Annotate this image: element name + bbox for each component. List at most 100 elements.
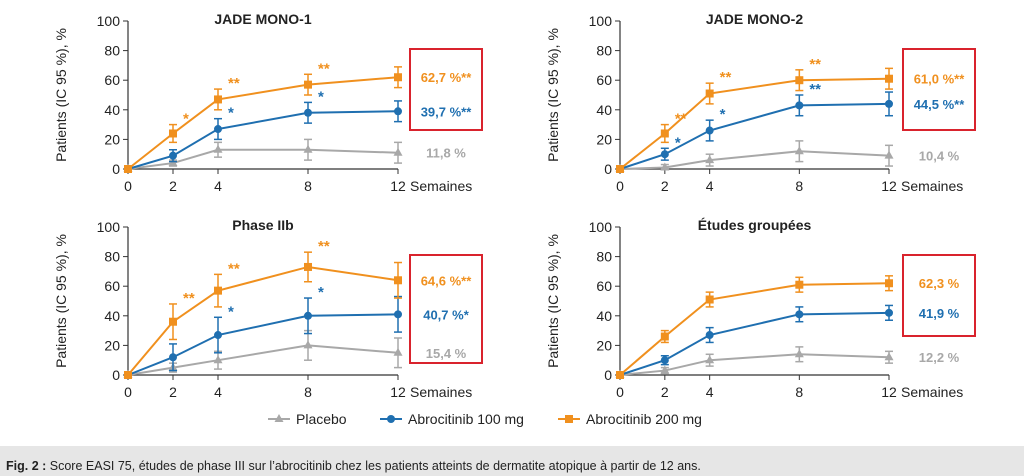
y-tick-label: 40 <box>104 308 120 324</box>
final-value-placebo: 11,8 % <box>426 146 466 161</box>
final-value-100mg: 39,7 %** <box>421 104 473 119</box>
data-point <box>303 340 313 349</box>
data-point <box>124 165 132 173</box>
data-point <box>660 129 669 138</box>
data-point <box>795 76 804 85</box>
data-point <box>393 147 403 156</box>
data-point <box>660 150 669 159</box>
data-point <box>394 310 402 319</box>
series-line <box>619 353 890 376</box>
result-highlight-box <box>902 254 976 337</box>
data-point <box>705 126 714 135</box>
data-point <box>394 73 402 82</box>
series-line <box>619 150 890 170</box>
data-point <box>795 280 804 289</box>
y-tick-label: 80 <box>104 43 120 59</box>
data-point <box>705 355 715 364</box>
y-tick-label: 80 <box>596 249 612 265</box>
legend: Placebo Abrocitinib 100 mg Abrocitinib 200… <box>268 411 702 427</box>
x-tick-label: 2 <box>169 178 177 194</box>
y-tick-label: 40 <box>104 102 120 118</box>
data-point <box>885 279 893 288</box>
final-value-100mg: 41,9 % <box>919 306 960 321</box>
data-point <box>169 353 177 362</box>
y-tick-label: 40 <box>596 102 612 118</box>
data-point <box>124 371 132 379</box>
significance-marker: ** <box>318 60 330 77</box>
y-axis-label: Patients (IC 95 %), % <box>53 234 69 368</box>
chart-title: JADE MONO-2 <box>706 11 803 27</box>
y-tick-label: 100 <box>589 219 613 235</box>
final-value-200mg: 62,3 % <box>919 276 960 291</box>
result-highlight-box <box>409 48 483 131</box>
significance-marker: * <box>228 303 234 320</box>
x-tick-label: 12 <box>881 384 897 400</box>
data-point <box>794 146 804 155</box>
data-point <box>885 74 893 83</box>
data-point <box>705 155 715 164</box>
data-point <box>213 144 223 153</box>
y-tick-label: 20 <box>104 131 120 147</box>
data-point <box>660 162 670 171</box>
caption-bar <box>0 446 1024 476</box>
y-tick-label: 100 <box>589 13 613 29</box>
data-point <box>214 125 222 134</box>
y-tick-label: 20 <box>596 337 612 353</box>
y-tick-label: 0 <box>112 161 120 177</box>
x-tick-label: 12 <box>390 178 406 194</box>
series-line <box>127 110 399 170</box>
final-value-placebo: 15,4 % <box>426 346 467 361</box>
result-highlight-box <box>409 254 483 364</box>
x-tick-label: 8 <box>795 384 803 400</box>
final-value-placebo: 12,2 % <box>919 350 960 365</box>
legend-label: Placebo <box>296 411 347 427</box>
legend-marker <box>565 415 573 423</box>
x-tick-label: 4 <box>706 384 714 400</box>
x-axis-label: Semaines <box>901 178 963 194</box>
final-value-200mg: 64,6 %** <box>421 273 473 288</box>
data-point <box>794 349 804 358</box>
series-line <box>127 76 399 170</box>
y-tick-label: 80 <box>104 249 120 265</box>
legend-marker <box>387 415 395 423</box>
y-axis-label: Patients (IC 95 %), % <box>53 28 69 162</box>
y-tick-label: 60 <box>104 72 120 88</box>
x-tick-label: 8 <box>304 178 312 194</box>
final-value-100mg: 44,5 %** <box>914 97 966 112</box>
result-highlight-box <box>902 48 976 131</box>
caption-label: Fig. 2 : <box>6 459 47 473</box>
figure-caption: Fig. 2 : Score EASI 75, études de phase … <box>6 459 1016 473</box>
final-value-200mg: 61,0 %** <box>914 72 966 87</box>
x-tick-label: 8 <box>795 178 803 194</box>
significance-marker: * <box>675 134 681 151</box>
y-tick-label: 60 <box>596 278 612 294</box>
data-point <box>169 151 177 160</box>
data-point <box>169 317 177 326</box>
x-tick-label: 0 <box>124 384 132 400</box>
x-axis-label: Semaines <box>410 178 472 194</box>
legend-label: Abrocitinib 100 mg <box>408 411 524 427</box>
x-tick-label: 0 <box>124 178 132 194</box>
y-tick-label: 80 <box>596 43 612 59</box>
data-point <box>884 150 894 159</box>
y-tick-label: 100 <box>97 13 121 29</box>
significance-marker: ** <box>228 260 240 277</box>
y-tick-label: 20 <box>596 131 612 147</box>
data-point <box>705 295 714 304</box>
series-abro200: ****** <box>124 238 402 379</box>
data-point <box>214 286 222 295</box>
legend-label: Abrocitinib 200 mg <box>586 411 702 427</box>
final-value-100mg: 40,7 %* <box>423 307 469 322</box>
data-point <box>660 365 670 374</box>
y-tick-label: 40 <box>596 308 612 324</box>
y-tick-label: 100 <box>97 219 121 235</box>
data-point <box>394 107 402 116</box>
x-tick-label: 2 <box>169 384 177 400</box>
data-point <box>214 95 222 104</box>
x-tick-label: 2 <box>661 178 669 194</box>
data-point <box>660 356 669 365</box>
data-point <box>795 101 804 110</box>
data-point <box>304 108 312 117</box>
x-tick-label: 4 <box>214 384 222 400</box>
